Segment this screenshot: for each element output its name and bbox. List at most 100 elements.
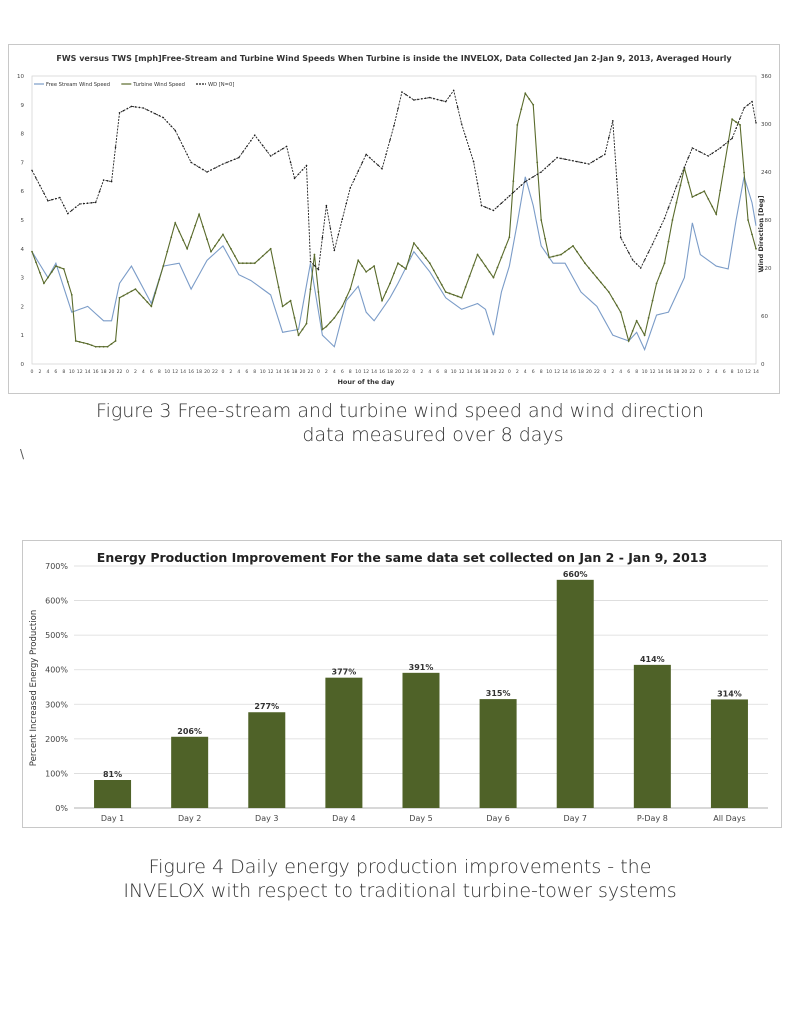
turbine-speed-point <box>420 252 423 255</box>
wind-direction-point <box>222 163 224 165</box>
wind-direction-point <box>297 173 300 175</box>
wind-direction-point <box>651 243 654 245</box>
turbine-speed-point <box>178 230 181 233</box>
turbine-speed-point <box>74 340 77 342</box>
turbine-speed-point <box>186 247 189 250</box>
line-chart-x-tick-label: 10 <box>642 369 648 375</box>
turbine-speed-point <box>126 292 129 295</box>
turbine-speed-point <box>285 302 288 305</box>
wind-direction-point <box>385 153 387 156</box>
turbine-speed-point <box>552 255 555 258</box>
wind-direction-point <box>397 108 399 110</box>
turbine-speed-point <box>39 271 41 274</box>
turbine-speed-point <box>727 142 730 144</box>
wind-direction-point <box>246 145 248 148</box>
turbine-speed-point <box>222 233 224 236</box>
turbine-speed-point <box>711 205 714 208</box>
wind-direction-point <box>273 152 276 155</box>
turbine-speed-point <box>309 288 312 291</box>
line-chart-x-tick-label: 12 <box>459 369 465 375</box>
wind-direction-point <box>655 234 658 237</box>
wind-direction-point <box>707 155 710 157</box>
wind-direction-point <box>138 106 141 109</box>
line-chart-x-tick-label: 16 <box>284 369 290 375</box>
turbine-speed-point <box>655 282 658 285</box>
wind-direction-point <box>122 109 125 112</box>
turbine-speed-point <box>361 265 364 267</box>
line-chart-x-tick-label: 2 <box>516 369 519 375</box>
wind-direction-point <box>639 267 642 269</box>
wind-direction-point <box>568 159 570 161</box>
wind-direction-point <box>663 217 666 220</box>
wind-direction-point <box>293 177 296 180</box>
bar-chart-title: Energy Production Improvement For the sa… <box>97 550 707 565</box>
turbine-speed-point <box>747 219 749 221</box>
wind-direction-point <box>440 99 443 102</box>
turbine-speed-point <box>595 276 598 279</box>
wind-direction-point <box>679 176 682 178</box>
wind-direction-point <box>206 171 208 173</box>
wind-direction-point <box>230 160 232 162</box>
wind-direction-point <box>536 173 539 176</box>
line-chart-x-tick-label: 0 <box>699 369 702 375</box>
wind-direction-point <box>472 160 475 163</box>
turbine-speed-point <box>166 250 169 253</box>
turbine-speed-point <box>138 292 141 295</box>
wind-direction-point <box>421 98 423 100</box>
turbine-speed-point <box>512 180 515 183</box>
turbine-speed-point <box>452 293 455 296</box>
wind-direction-point <box>47 200 49 202</box>
turbine-speed-point <box>405 268 407 270</box>
wind-direction-point <box>285 145 288 148</box>
wind-direction-point <box>623 244 626 246</box>
turbine-speed-point <box>667 240 670 243</box>
line-chart-x-tick-label: 10 <box>451 369 457 375</box>
line-chart-x-tick-label: 14 <box>562 369 568 375</box>
wind-direction-point <box>349 187 352 189</box>
turbine-speed-point <box>281 305 284 308</box>
line-chart-x-tick-label: 12 <box>77 369 83 375</box>
line-chart-title: FWS versus TWS [mph]Free-Stream and Turb… <box>56 54 732 63</box>
turbine-speed-point <box>607 291 610 293</box>
wind-direction-point <box>608 136 610 139</box>
turbine-speed-point <box>536 161 539 164</box>
wind-direction-point <box>369 157 371 159</box>
turbine-speed-point <box>580 256 582 259</box>
wind-direction-point <box>78 203 81 205</box>
turbine-speed-point <box>317 291 320 293</box>
turbine-speed-point <box>500 256 503 259</box>
turbine-speed-point <box>106 345 109 348</box>
line-chart-plot-area <box>31 75 757 365</box>
turbine-speed-point <box>516 124 519 126</box>
line-chart-x-tick-label: 6 <box>150 369 153 375</box>
bar-chart-y-tick-label: 200% <box>45 735 68 744</box>
wind-direction-point <box>405 93 407 96</box>
bar-day-7 <box>556 579 594 808</box>
line-chart-x-tick-label: 16 <box>188 369 194 375</box>
turbine-speed-point <box>194 224 197 227</box>
wind-direction-point <box>544 167 546 170</box>
wind-direction-point <box>134 106 137 108</box>
line-chart-x-tick-label: 0 <box>126 369 129 375</box>
turbine-speed-point <box>241 262 244 265</box>
turbine-speed-point <box>432 269 435 272</box>
wind-direction-point <box>432 97 435 100</box>
wind-direction-point <box>154 112 157 115</box>
wind-direction-point <box>476 182 479 185</box>
bar-category-label: Day 6 <box>486 814 509 823</box>
line-chart-x-tick-label: 18 <box>292 369 298 375</box>
wind-direction-point <box>703 153 706 155</box>
line-chart-y-tick-label: 8 <box>21 132 25 138</box>
line-chart-y2-tick-label: 120 <box>761 266 772 272</box>
wind-direction-point <box>242 151 244 153</box>
bar-category-label: P-Day 8 <box>637 814 668 823</box>
stray-mark: \ <box>20 447 25 461</box>
line-chart-x-tick-label: 12 <box>650 369 656 375</box>
wind-direction-point <box>178 137 180 140</box>
wind-direction-point <box>43 192 45 194</box>
line-chart-x-axis-label: Hour of the day <box>337 378 395 386</box>
turbine-speed-point <box>389 282 391 285</box>
bar-day-6 <box>479 699 517 808</box>
line-chart-x-tick-label: 20 <box>300 369 306 375</box>
bar-value-label: 206% <box>177 727 202 736</box>
